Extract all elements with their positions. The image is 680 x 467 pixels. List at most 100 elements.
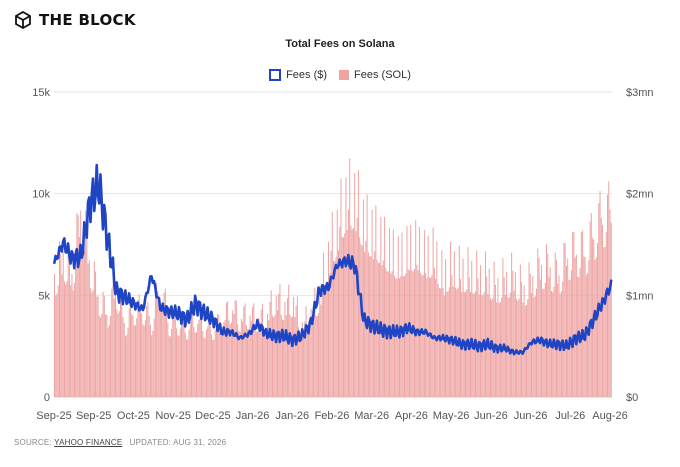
left-tick-label: 10k: [32, 189, 50, 201]
sol-fee-bar: [152, 330, 154, 397]
sol-fee-bar: [108, 324, 110, 397]
sol-fee-bar: [123, 323, 125, 397]
source-link[interactable]: YAHOO FINANCE: [54, 438, 123, 447]
sol-fee-bar: [440, 288, 442, 397]
sol-fee-bar: [467, 247, 469, 397]
sol-fee-bar: [162, 302, 164, 397]
sol-fee-bar: [609, 209, 611, 397]
sol-fee-bar: [240, 318, 242, 397]
sol-fee-bar: [101, 314, 103, 397]
sol-fee-bar: [67, 243, 69, 397]
x-tick-label: Jan-26: [236, 410, 270, 422]
x-tick-label: Jun-26: [514, 410, 548, 422]
sol-fee-bar: [554, 252, 556, 397]
sol-fee-bar: [82, 252, 84, 397]
sol-fee-bar: [361, 245, 363, 397]
sol-fee-bar: [65, 284, 67, 397]
sol-fee-bar: [354, 172, 356, 397]
sol-fee-bar: [425, 272, 427, 397]
sol-fee-bar: [253, 303, 255, 397]
sol-fee-bar: [304, 321, 306, 397]
sol-fee-bar: [318, 313, 320, 397]
sol-fee-bar: [565, 266, 567, 397]
x-tick-label: Aug-26: [592, 410, 627, 422]
sol-fee-bar: [528, 262, 530, 397]
sol-fee-bar: [128, 308, 130, 397]
sol-fee-bar: [197, 323, 199, 397]
sol-fee-bar: [112, 284, 114, 397]
sol-fee-bar: [342, 237, 344, 397]
sol-fee-bar: [309, 329, 311, 397]
sol-fee-bar: [258, 317, 260, 397]
sol-fee-bar: [214, 329, 216, 397]
sol-fee-bar: [111, 288, 113, 397]
source-label: SOURCE:: [14, 438, 52, 447]
sol-fee-bar: [225, 302, 227, 397]
sol-fee-bar: [125, 336, 126, 397]
usd-fee-line: [53, 163, 613, 356]
sol-fee-bar: [193, 327, 195, 397]
sol-fee-bar: [488, 268, 490, 397]
legend-item-fees-usd[interactable]: Fees ($): [269, 69, 327, 81]
sol-fee-bar: [412, 271, 414, 397]
sol-fee-bar: [55, 295, 57, 397]
sol-fee-bar: [210, 334, 212, 397]
sol-fee-bar: [110, 316, 112, 397]
sol-fee-bar: [334, 261, 336, 397]
sol-fee-bar: [121, 296, 123, 397]
sol-fee-bar: [575, 254, 577, 397]
sol-fee-bar: [350, 225, 352, 397]
sol-fee-bar: [458, 245, 460, 397]
sol-fee-bar: [567, 258, 569, 397]
sol-fee-bar: [260, 309, 262, 397]
sol-fee-bar: [316, 315, 318, 397]
sol-fee-bar: [242, 321, 244, 397]
sol-fee-bar: [80, 210, 82, 397]
sol-fee-bar: [513, 290, 515, 397]
sol-fee-bar: [503, 277, 505, 397]
sol-fee-bar: [289, 314, 291, 397]
sol-fee-bar: [113, 298, 115, 397]
sol-fee-bar: [428, 277, 430, 397]
sol-fee-bar: [229, 324, 231, 397]
sol-fee-bar: [259, 324, 261, 397]
sol-fee-bar: [375, 205, 377, 397]
left-tick-label: 0: [44, 392, 50, 404]
sol-fee-bar: [341, 236, 343, 397]
sol-fee-bar: [462, 258, 464, 397]
sol-fee-bar: [207, 326, 209, 397]
sol-fee-bar: [266, 313, 268, 397]
fees-chart: 0 5k 10k 15k $0 $1mn $2mn $3mn Sep-25 Sep-25 Oct…: [32, 87, 653, 422]
sol-fee-bar: [245, 325, 247, 397]
sol-fee-bar: [138, 294, 140, 397]
sol-fee-bar: [131, 314, 133, 397]
sol-fee-bar: [362, 199, 364, 397]
sol-fee-bar: [68, 259, 70, 397]
sol-fee-bar: [328, 242, 330, 397]
sol-fee-bar: [97, 296, 99, 397]
sol-fee-bar: [339, 226, 341, 397]
sol-fee-bar: [186, 339, 188, 397]
sol-fee-bar: [103, 296, 105, 397]
sol-fee-bar: [335, 257, 337, 397]
sol-fee-bar: [159, 304, 161, 397]
sol-fee-bar: [168, 335, 170, 397]
sol-fee-bar: [158, 296, 160, 397]
sol-fee-bar: [83, 250, 85, 397]
sol-fee-bar: [404, 276, 405, 397]
sol-fee-bar: [146, 306, 148, 397]
sol-fee-bar: [574, 257, 576, 397]
brand-logo[interactable]: THE BLOCK: [14, 11, 136, 29]
sol-fee-bar: [116, 309, 118, 397]
sol-fee-bar: [56, 293, 58, 397]
sol-fee-bar: [582, 230, 584, 397]
legend-item-fees-sol[interactable]: Fees (SOL): [339, 69, 411, 81]
sol-fee-bar: [291, 316, 293, 397]
sol-fee-bar: [280, 314, 282, 397]
x-tick-label: Dec-25: [195, 410, 230, 422]
the-block-logo-icon: [15, 11, 31, 29]
sol-fee-bar: [75, 268, 77, 397]
sol-fee-bar: [141, 313, 143, 397]
sol-fee-bar: [72, 290, 74, 397]
sol-fee-bar: [273, 317, 275, 397]
